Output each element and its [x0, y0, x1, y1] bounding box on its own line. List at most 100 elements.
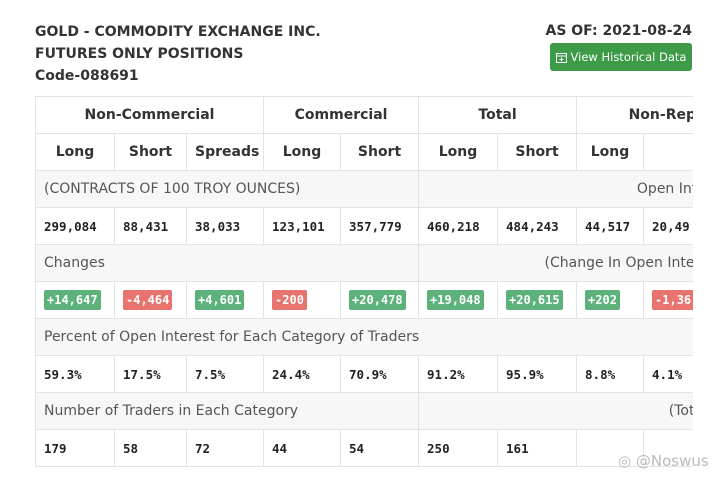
change-badge: +202	[585, 290, 620, 310]
cell-value: 7.5%	[195, 366, 226, 382]
column-header: Long	[263, 133, 342, 171]
section-summary: (Total Traders: 31	[418, 392, 693, 430]
cell-value: 460,218	[427, 218, 480, 234]
change-badge: +20,478	[349, 290, 406, 310]
button-label: View Historical Data	[570, 50, 687, 64]
table-row: 59.3% 17.5% 7.5% 24.4% 70.9% 91.2% 95.9% 8.8% 4.…	[35, 355, 693, 393]
table-row: +14,647 -4,464 +4,601 -200 +20,478 +19,048 +20…	[35, 281, 693, 319]
cell-value: 250	[427, 440, 450, 456]
column-header: Spreads	[185, 133, 265, 171]
table-row: Long Short Spreads Long Short Long Short Long Sh…	[35, 133, 693, 171]
table-row: Percent of Open Interest for Each Catego…	[35, 318, 693, 356]
cell-value: 54	[349, 440, 365, 456]
data-cell: 17.5%	[114, 355, 187, 393]
cell-value: 20,49	[652, 218, 690, 234]
group-header: Non-Commercial	[35, 96, 265, 134]
section-text: Changes	[44, 255, 105, 271]
section-label: Number of Traders in Each Category	[35, 392, 420, 430]
summary-label: (Change In Open Interest:	[544, 255, 693, 271]
data-cell: 54	[340, 429, 420, 467]
table-row: Non-Commercial Commercial Total Non-Reporta…	[35, 96, 693, 134]
column-header: Short	[340, 133, 420, 171]
cell-value: 4.1%	[652, 366, 683, 382]
data-cell: 179	[35, 429, 115, 467]
data-cell: 91.2%	[418, 355, 499, 393]
cell-value: 44,517	[585, 218, 631, 234]
table-row: 179 58 72 44 54 250 161	[35, 429, 693, 467]
positions-table: Non-Commercial Commercial Total Non-Reporta…	[35, 96, 693, 467]
column-label: Long	[438, 144, 478, 160]
cell-value: 357,779	[349, 218, 402, 234]
table-row: 299,084 88,431 38,033 123,101 357,779 460,218…	[35, 207, 693, 245]
data-cell: +14,647	[35, 281, 115, 319]
title-line: Code-088691	[35, 68, 139, 84]
title-line: FUTURES ONLY POSITIONS	[35, 46, 244, 62]
data-cell: -1,36	[643, 281, 693, 319]
cell-value: 44	[272, 440, 288, 456]
cell-value: 59.3%	[44, 366, 82, 382]
data-cell: -4,464	[114, 281, 187, 319]
section-text: Number of Traders in Each Category	[44, 403, 299, 419]
column-header: Short	[497, 133, 578, 171]
cell-value: 17.5%	[123, 366, 161, 382]
column-header: Shor	[643, 133, 693, 171]
data-cell: 88,431	[114, 207, 187, 245]
positions-table-wrap: Non-Commercial Commercial Total Non-Reporta…	[35, 96, 693, 481]
section-text: (CONTRACTS OF 100 TROY OUNCES)	[44, 181, 301, 197]
calendar-icon	[555, 52, 567, 63]
group-label: Commercial	[294, 107, 388, 123]
column-header: Short	[114, 133, 187, 171]
group-label: Non-Commercial	[84, 107, 215, 123]
change-badge: +4,601	[195, 290, 245, 310]
section-summary: (Change In Open Interest: +19,250	[418, 244, 693, 282]
data-cell: 7.5%	[185, 355, 265, 393]
column-header: Long	[35, 133, 115, 171]
summary-label: (Total Traders:	[668, 403, 693, 419]
data-cell: 123,101	[263, 207, 342, 245]
section-text: Percent of Open Interest for Each Catego…	[44, 329, 420, 345]
title-line: GOLD - COMMODITY EXCHANGE INC.	[35, 24, 321, 40]
section-label: (CONTRACTS OF 100 TROY OUNCES)	[35, 170, 420, 208]
table-row: Changes (Change In Open Interest: +19,250	[35, 244, 693, 282]
data-cell: 44,517	[576, 207, 645, 245]
history-button[interactable]: View Historical Data	[550, 43, 692, 71]
data-cell: 95.9%	[497, 355, 578, 393]
data-cell: +20,478	[340, 281, 420, 319]
data-cell: 460,218	[418, 207, 499, 245]
column-label: Spreads	[195, 144, 260, 160]
cell-value: 72	[195, 440, 211, 456]
data-cell: 70.9%	[340, 355, 420, 393]
change-badge: -4,464	[123, 290, 173, 310]
cell-value: 38,033	[195, 218, 241, 234]
cell-value: 179	[44, 440, 67, 456]
data-cell: 58	[114, 429, 187, 467]
change-badge: +14,647	[44, 290, 101, 310]
column-label: Short	[515, 144, 559, 160]
group-header: Non-Reportabl	[576, 96, 693, 134]
cell-value: 161	[506, 440, 529, 456]
cell-value: 484,243	[506, 218, 559, 234]
cell-value: 8.8%	[585, 366, 616, 382]
section-label: Changes	[35, 244, 420, 282]
data-cell: 38,033	[185, 207, 265, 245]
column-label: Long	[590, 144, 630, 160]
data-cell: 59.3%	[35, 355, 115, 393]
summary-label: Open Interest:	[636, 181, 693, 197]
column-label: Long	[282, 144, 322, 160]
data-cell: 161	[497, 429, 578, 467]
data-cell: 24.4%	[263, 355, 342, 393]
column-header: Long	[576, 133, 645, 171]
section-label: Percent of Open Interest for Each Catego…	[35, 318, 693, 356]
column-header: Long	[418, 133, 499, 171]
data-cell: 484,243	[497, 207, 578, 245]
cell-value: 88,431	[123, 218, 169, 234]
change-badge: +20,615	[506, 290, 563, 310]
data-cell: 44	[263, 429, 342, 467]
data-cell: +202	[576, 281, 645, 319]
data-cell	[576, 429, 645, 467]
data-cell: 250	[418, 429, 499, 467]
change-badge: -1,36	[652, 290, 693, 310]
data-cell: +20,615	[497, 281, 578, 319]
report-title: GOLD - COMMODITY EXCHANGE INC. FUTURES O…	[35, 21, 321, 87]
data-cell: 20,49	[643, 207, 693, 245]
